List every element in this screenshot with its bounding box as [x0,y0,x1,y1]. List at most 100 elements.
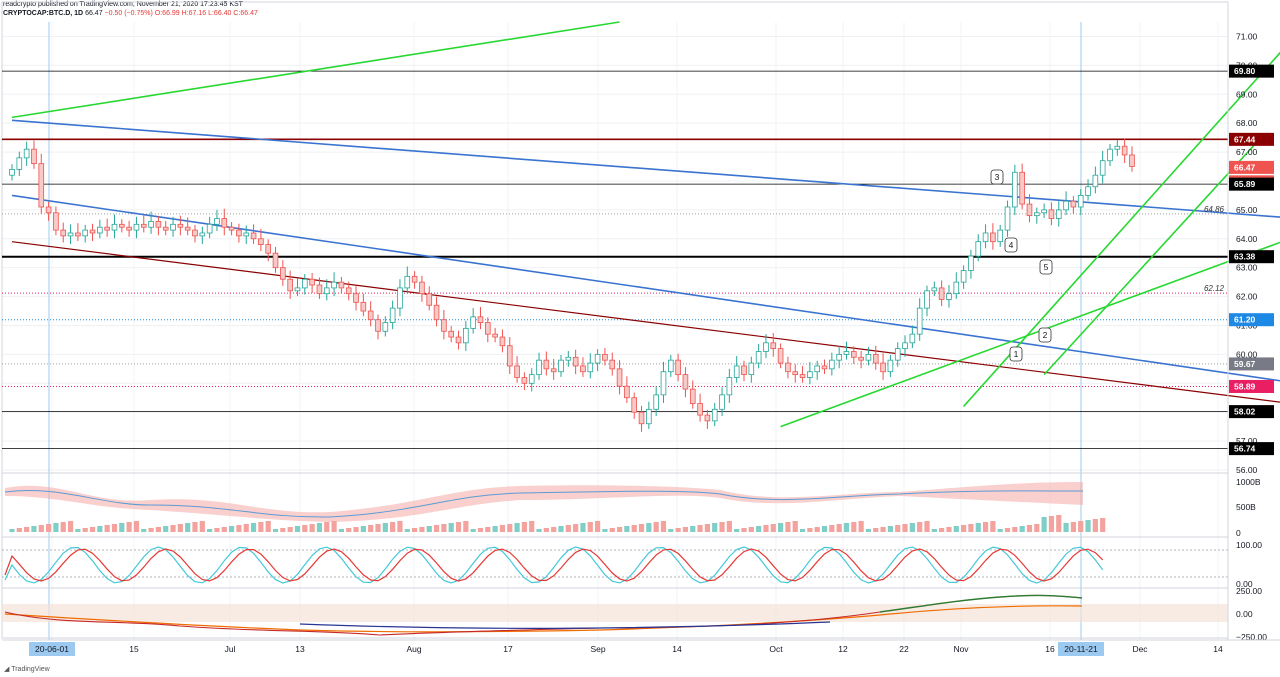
indicator-tick: 0.00 [1236,579,1253,589]
volume-bar [229,526,235,532]
volume-bar [1085,520,1091,532]
volume-bar [507,524,513,532]
volume-bar [785,522,791,532]
volume-bar [1012,527,1018,532]
volume-bar [243,524,249,532]
volume-bar [624,526,630,532]
volume-bar [543,528,549,532]
volume-bar [492,526,498,532]
candle-body [946,293,952,300]
candle-body [1026,203,1033,217]
volume-bar [214,528,220,532]
volume-bar [412,528,418,532]
candle-body [916,307,923,335]
candle-body [67,232,74,237]
candle-body [1055,209,1062,219]
price-tag: 58.02 [1234,407,1256,417]
time-tick: Nov [953,644,969,654]
volume-bar [272,529,279,532]
volume-bar [97,526,103,532]
candle-body [199,232,206,237]
indicator-tick: 250.00 [1236,586,1262,596]
volume-bar [441,524,447,532]
time-tick: 14 [672,644,682,654]
cci-line-positive [879,594,1083,613]
candle-body [397,287,403,309]
volume-bar [119,523,125,532]
symbol-label[interactable]: CRYPTOCAP:BTC.D, 1D [3,10,84,17]
volume-bar [536,529,542,532]
candle-body [748,362,755,376]
candle-body [16,157,23,170]
volume-bar [382,523,388,532]
price-tag: 56.74 [1234,444,1256,454]
candle-body [126,226,132,231]
volume-bar [763,525,769,532]
level-note: 62.12 [1204,284,1225,293]
volume-bar [595,521,601,532]
candle-body [258,238,264,245]
candle-body [53,212,59,231]
candle-body [616,368,623,387]
volume-bar [470,529,476,532]
volume-bar [587,522,593,532]
candle-body [484,322,491,335]
candle-body [990,232,996,243]
volume-bar [185,523,191,532]
price-tag: 66.47 [1234,162,1256,172]
candle-body [382,322,389,332]
time-tag-box [1058,642,1104,656]
candle-body [492,333,498,338]
volume-bar [192,522,198,532]
candle-body [133,223,140,231]
volume-bar [931,529,937,532]
volume-bar [712,523,718,532]
candle-body [777,348,784,364]
volume-bar [1078,521,1084,532]
candle-body [206,223,213,234]
candle-body [558,359,564,373]
candle-body [45,206,52,214]
trend-lines [11,21,1280,428]
green-trend-line [780,241,1280,428]
volume-bar [46,524,52,532]
price-tag-box [1229,160,1274,174]
price-tick: 67.00 [1236,147,1258,157]
candle-body [60,229,67,237]
price-change: −0.50 (−0.75%) [104,10,153,17]
annotations: 1 2 3 4 5 64.86 62.12 [990,169,1225,362]
price-tick: 60.00 [1236,349,1258,359]
volume-bar [455,522,462,532]
volume-bar [946,527,952,532]
volume-bar [221,527,227,532]
candle-body [250,232,257,240]
volume-bar [346,528,352,532]
volume-bar [419,527,425,532]
candles [9,138,1135,432]
candle-body [272,252,279,269]
candle-body [433,304,440,321]
price-tag: 63.38 [1234,252,1256,262]
price-axis[interactable]: 71.0070.0069.0068.0067.0066.0065.0064.00… [1227,2,1274,642]
price-tag: 67.44 [1234,134,1256,144]
callout-box [1038,327,1052,343]
candle-body [426,293,433,306]
candle-body [192,229,198,237]
candle-body [689,388,696,404]
candle-body [419,281,425,295]
volume-bar [909,523,915,532]
volume-bar [331,521,337,532]
candle-body [704,414,711,422]
volume-bar [75,529,81,532]
candle-body [506,345,513,367]
time-tick: Aug [406,644,421,654]
candle-body [170,223,176,231]
candle-body [177,223,184,228]
volume-bar [1048,516,1055,532]
callout-label: 2 [1043,330,1048,340]
time-axis[interactable]: 20-06-01 15 Jul 13 Aug 17 Sep 14 Oct 12 22 Nov 16 20-… [2,639,1280,656]
candle-body [851,351,857,358]
volume-bar [836,524,842,532]
candle-body [31,148,37,165]
